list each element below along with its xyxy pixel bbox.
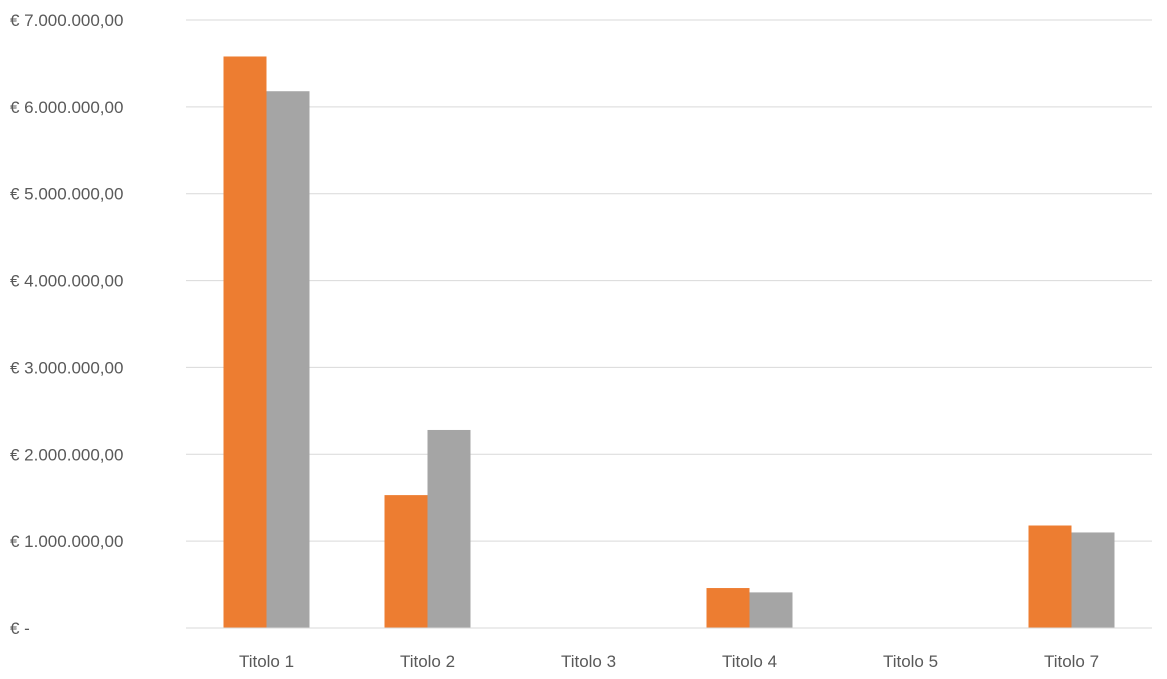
y-tick-label: € - <box>10 619 30 638</box>
bar-series-1-titolo-4 <box>707 588 750 628</box>
y-tick-labels: € - € 1.000.000,00 € 2.000.000,00 € 3.000.0… <box>10 11 123 638</box>
bar-series-1-titolo-7 <box>1029 526 1072 628</box>
bar-series-2-titolo-1 <box>267 91 310 628</box>
bar-series-1-titolo-1 <box>224 56 267 628</box>
bar-series-2-titolo-4 <box>750 592 793 628</box>
y-tick-label: € 3.000.000,00 <box>10 358 123 377</box>
x-tick-label: Titolo 3 <box>561 652 616 671</box>
gridlines <box>186 20 1152 541</box>
y-tick-label: € 4.000.000,00 <box>10 272 123 291</box>
x-tick-label: Titolo 5 <box>883 652 938 671</box>
bar-series-2-titolo-7 <box>1072 532 1115 628</box>
y-tick-label: € 7.000.000,00 <box>10 11 123 30</box>
x-tick-label: Titolo 1 <box>239 652 294 671</box>
bars <box>224 56 1115 628</box>
y-tick-label: € 2.000.000,00 <box>10 445 123 464</box>
x-tick-label: Titolo 4 <box>722 652 777 671</box>
y-tick-label: € 1.000.000,00 <box>10 532 123 551</box>
x-tick-label: Titolo 2 <box>400 652 455 671</box>
x-tick-label: Titolo 7 <box>1044 652 1099 671</box>
x-tick-labels: Titolo 1 Titolo 2 Titolo 3 Titolo 4 Titolo 5… <box>239 652 1099 671</box>
bar-series-2-titolo-2 <box>428 430 471 628</box>
bar-series-1-titolo-2 <box>385 495 428 628</box>
y-tick-label: € 6.000.000,00 <box>10 98 123 117</box>
y-tick-label: € 5.000.000,00 <box>10 185 123 204</box>
